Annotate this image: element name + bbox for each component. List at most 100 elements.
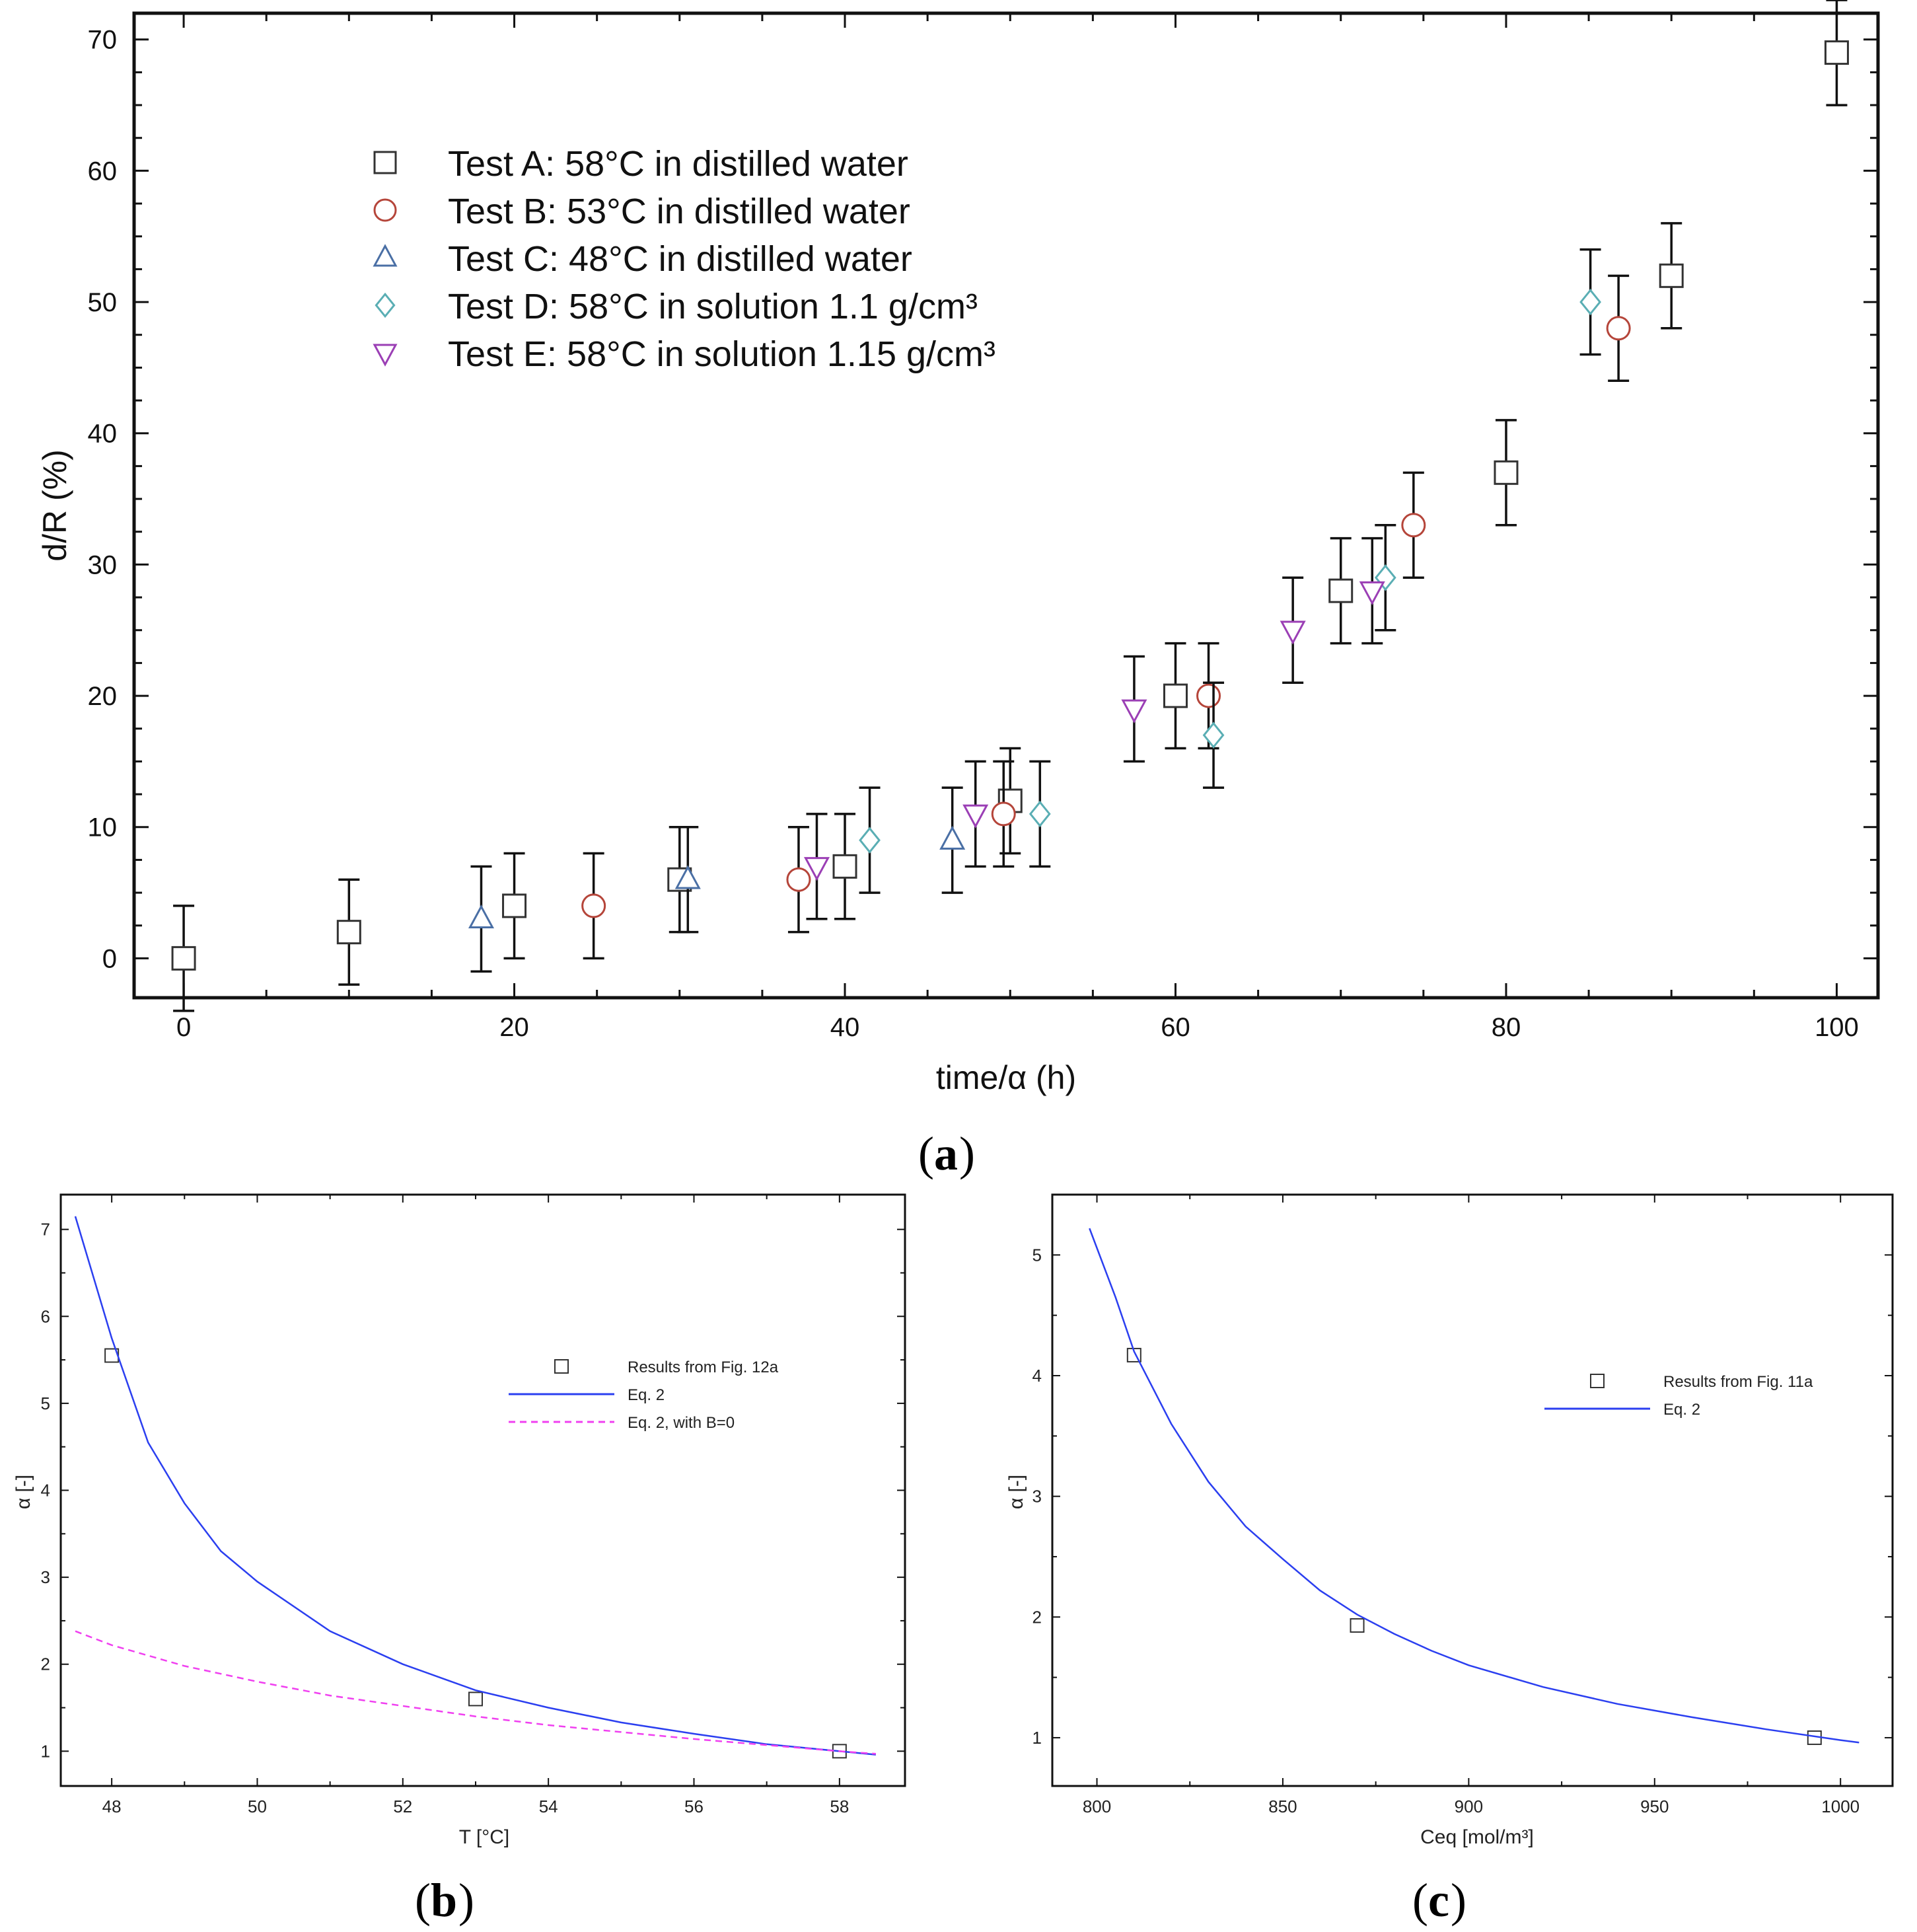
- data-point-triangle-down: [1359, 581, 1385, 605]
- data-point-circle: [581, 893, 606, 918]
- legend-marker-square: [554, 1359, 569, 1374]
- legend-label: Test D: 58°C in solution 1.1 g/cm³: [448, 287, 978, 326]
- data-point-triangle-down: [1121, 699, 1147, 724]
- y-tick-label: 30: [88, 550, 118, 579]
- y-tick-label: 7: [41, 1220, 50, 1240]
- y-tick-label: 70: [88, 26, 118, 55]
- data-point-triangle-down: [803, 857, 830, 881]
- panel-a-caption: a: [934, 1127, 958, 1180]
- x-tick-label: 950: [1640, 1797, 1669, 1816]
- data-point-triangle-down: [1280, 620, 1306, 645]
- panel-a-ylabel: d/R (%): [36, 449, 73, 561]
- x-tick-label: 0: [176, 1013, 191, 1042]
- data-point-triangle-up: [674, 865, 701, 889]
- panel-b-plot-frame: [59, 1193, 906, 1787]
- y-tick-label: 10: [88, 813, 118, 842]
- legend-marker-square: [373, 151, 397, 174]
- data-point-circle: [786, 867, 811, 892]
- panel-a-plot-frame: [132, 11, 1880, 1000]
- data-point-circle: [1401, 513, 1426, 538]
- x-tick-label: 80: [1492, 1013, 1521, 1042]
- data-point-triangle-down: [962, 804, 989, 829]
- legend-marker-triangle-up: [373, 244, 398, 267]
- legend-label: Eq. 2: [628, 1386, 665, 1404]
- x-tick-label: 54: [539, 1797, 558, 1816]
- x-tick-label: 20: [499, 1013, 529, 1042]
- data-point-circle: [1196, 683, 1221, 708]
- y-tick-label: 5: [1032, 1245, 1042, 1265]
- data-point-square: [1328, 578, 1354, 603]
- y-tick-label: 50: [88, 288, 118, 317]
- y-tick-label: 40: [88, 420, 118, 449]
- panel-b-data: [74, 1216, 877, 1759]
- panel-c-caption-open: (: [1412, 1874, 1428, 1927]
- panel-a-caption-close: ): [959, 1127, 975, 1180]
- y-tick-label: 1: [41, 1741, 50, 1761]
- legend-label: Eq. 2: [1663, 1401, 1700, 1419]
- panel-c-xlabel: Ceq [mol/m³]: [1420, 1826, 1534, 1848]
- x-tick-label: 1000: [1821, 1797, 1860, 1816]
- y-tick-label: 3: [1032, 1487, 1042, 1506]
- data-point-circle: [1606, 316, 1631, 341]
- y-tick-label: 60: [88, 157, 118, 186]
- data-point-square: [1824, 40, 1849, 65]
- y-tick-label: 6: [41, 1306, 50, 1326]
- panel-c-plot-frame: [1051, 1193, 1894, 1787]
- legend-label: Test A: 58°C in distilled water: [448, 144, 908, 184]
- legend-marker-diamond: [375, 292, 396, 318]
- data-point-diamond: [859, 827, 881, 854]
- eq2-curve: [74, 1216, 877, 1756]
- data-point-square: [1494, 460, 1519, 485]
- panel-c-ticks: 800 850 900 950 1000 1 2 3 4 5: [1032, 1195, 1893, 1816]
- result-point: [468, 1691, 483, 1707]
- x-tick-label: 60: [1161, 1013, 1190, 1042]
- x-tick-label: 800: [1083, 1797, 1111, 1816]
- panel-a-chart: 0 20 40 60 80 100 0 10 20 30 40 50 60 70 Test A: 58°C…: [36, 0, 1880, 1096]
- data-point-circle: [991, 801, 1016, 827]
- panel-b-xlabel: T [°C]: [459, 1826, 509, 1848]
- data-point-diamond: [1579, 288, 1601, 316]
- x-tick-label: 50: [248, 1797, 267, 1816]
- data-point-square: [171, 946, 196, 971]
- panel-c-caption-close: ): [1451, 1874, 1466, 1927]
- x-tick-label: 48: [102, 1797, 122, 1816]
- y-tick-label: 20: [88, 682, 118, 711]
- panel-a-data: [171, 0, 1849, 1012]
- legend-label: Test E: 58°C in solution 1.15 g/cm³: [448, 334, 995, 374]
- panel-b-ylabel: α [-]: [13, 1475, 34, 1509]
- y-tick-label: 5: [41, 1393, 50, 1413]
- x-tick-label: 850: [1268, 1797, 1297, 1816]
- panel-c-ylabel: α [-]: [1005, 1475, 1027, 1509]
- panel-b-caption-close: ): [458, 1874, 474, 1927]
- x-tick-label: 100: [1815, 1013, 1859, 1042]
- legend-marker-circle: [373, 198, 397, 222]
- legend-label: Eq. 2, with B=0: [628, 1414, 735, 1432]
- panel-b-caption: b: [431, 1874, 457, 1927]
- legend-marker-triangle-down: [373, 344, 398, 367]
- y-tick-label: 2: [41, 1654, 50, 1674]
- x-tick-label: 900: [1455, 1797, 1483, 1816]
- y-tick-label: 4: [1032, 1366, 1042, 1386]
- panel-b-legend: Results from Fig. 12a Eq. 2 Eq. 2, with B=…: [509, 1358, 779, 1432]
- legend-label: Test B: 53°C in distilled water: [448, 192, 910, 231]
- panel-a-caption-open: (: [918, 1127, 934, 1180]
- data-point-square: [1163, 683, 1188, 708]
- data-point-triangle-up: [468, 904, 495, 929]
- panel-c-legend: Results from Fig. 11a Eq. 2: [1544, 1373, 1813, 1419]
- y-tick-label: 0: [102, 944, 117, 973]
- panel-b-caption-open: (: [415, 1874, 431, 1927]
- legend-label: Results from Fig. 12a: [628, 1358, 779, 1376]
- eq2-curve: [1089, 1228, 1860, 1744]
- panel-a-legend: Test A: 58°C in distilled water Test B: 5…: [373, 144, 995, 374]
- legend-marker-square: [1590, 1374, 1605, 1388]
- y-tick-label: 3: [41, 1567, 50, 1587]
- y-tick-label: 2: [1032, 1607, 1042, 1627]
- y-tick-label: 1: [1032, 1728, 1042, 1748]
- data-point-square: [1659, 263, 1684, 288]
- panel-c-chart: 800 850 900 950 1000 1 2 3 4 5 Results from Fig. …: [1005, 1193, 1894, 1848]
- legend-label: Test C: 48°C in distilled water: [448, 239, 912, 279]
- panel-a-ticks: 0 20 40 60 80 100 0 10 20 30 40 50 60 70: [88, 13, 1878, 1042]
